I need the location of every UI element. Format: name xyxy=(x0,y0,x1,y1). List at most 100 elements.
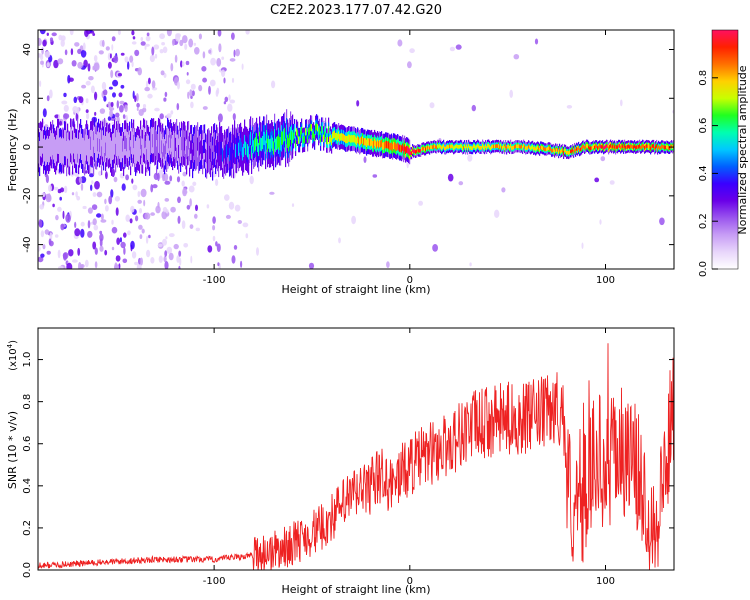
spectrogram-ridge-cell xyxy=(65,136,67,150)
spectrogram-ridge-cell xyxy=(323,134,325,142)
spectrogram-ridge-cell xyxy=(371,138,373,146)
spectrogram-noise-cell xyxy=(74,221,77,228)
spectrogram-noise-cell xyxy=(131,251,137,259)
spectrogram-ridge-cell xyxy=(538,146,540,151)
spectrogram-ridge-cell xyxy=(264,131,266,146)
spectrogram-noise-cell xyxy=(245,30,250,35)
spectrogram-ridge-cell xyxy=(577,147,579,152)
spectrogram-ridge-cell xyxy=(163,143,165,157)
spectrogram-noise-cell xyxy=(74,42,80,47)
spectrogram-ridge-cell xyxy=(437,144,439,148)
spectrogram-ridge-cell xyxy=(231,149,233,163)
spectrogram-noise-cell xyxy=(63,92,67,98)
spectrogram-ridge-cell xyxy=(570,149,572,154)
snr-y-tick-label: 0.4 xyxy=(22,478,33,494)
spectrogram-noise-cell xyxy=(142,104,147,109)
spectrogram-noise-cell xyxy=(119,100,125,105)
spectrogram-ridge-cell xyxy=(433,144,435,149)
spectrogram-noise-cell xyxy=(39,30,46,35)
spectrogram-noise-cell xyxy=(136,102,140,108)
spectrogram-noise-cell xyxy=(87,230,93,238)
spectrogram-ridge-cell xyxy=(235,144,237,158)
spectrogram-noise-cell xyxy=(148,77,151,85)
spectrogram-noise-cell xyxy=(115,255,121,262)
spectrogram-ridge-cell xyxy=(190,140,192,154)
spectrogram-ridge-cell xyxy=(351,135,353,143)
spectrogram-ridge-cell xyxy=(656,144,658,148)
spectrogram-noise-cell xyxy=(192,181,197,186)
spectrogram-noise-cell xyxy=(241,63,244,70)
spectrogram-noise-cell xyxy=(42,108,47,118)
spectrogram-ridge-cell xyxy=(291,131,293,145)
spectrogram-noise-cell xyxy=(66,262,73,269)
spectrogram-noise-cell xyxy=(168,233,175,238)
spectrogram-ridge-cell xyxy=(93,146,95,160)
spectrogram-noise-cell xyxy=(194,47,200,55)
spectrogram-ridge-cell xyxy=(326,136,328,145)
spectrogram-noise-cell xyxy=(162,46,168,54)
spectrogram-ridge-cell xyxy=(454,145,456,150)
spectrogram-ridge-cell xyxy=(274,129,276,143)
spectrogram-ridge-cell xyxy=(600,144,602,149)
spectrogram-noise-cell xyxy=(80,49,87,58)
spectrogram-noise-cell xyxy=(132,36,136,40)
spectrogram-noise-cell xyxy=(42,244,46,250)
spectrogram-noise-cell xyxy=(182,187,188,197)
spectrogram-noise-cell xyxy=(60,39,65,47)
spectrogram-noise-cell xyxy=(170,206,176,213)
spectrogram-noise-cell xyxy=(198,84,203,92)
spectrogram-ridge-cell xyxy=(413,149,415,154)
spectrogram-noise-cell xyxy=(231,77,235,83)
spectrogram-ridge-cell xyxy=(153,133,155,147)
spectrogram-ridge-cell xyxy=(98,134,100,148)
spectrogram-ridge-cell xyxy=(328,126,330,134)
spectrogram-ridge-cell xyxy=(505,144,507,148)
spectrogram-ridge-cell xyxy=(298,136,300,144)
spectrogram-ridge-cell xyxy=(508,144,510,149)
spectrogram-noise-cell xyxy=(386,261,390,268)
spectrogram-ridge-cell xyxy=(119,139,121,153)
spectrogram-ridge-cell xyxy=(43,145,45,159)
spectrogram-ridge-cell xyxy=(134,143,136,157)
spectrogram-ridge-cell xyxy=(271,135,273,149)
spectrogram-ridge-cell xyxy=(511,146,513,150)
spectrogram-ridge-cell xyxy=(386,140,388,149)
spectrogram-noise-cell xyxy=(157,172,160,182)
spectrogram-noise-cell xyxy=(609,180,615,185)
spectrogram-ridge-cell xyxy=(165,141,167,155)
spectrogram-noise-cell xyxy=(109,109,113,118)
spectrogram-ridge-cell xyxy=(548,146,550,151)
spectrogram-noise-cell xyxy=(215,241,218,247)
spectrogram-ridge-cell xyxy=(576,147,578,151)
spectrogram-ridge-cell xyxy=(426,146,428,150)
spectrogram-noise-cell xyxy=(113,176,118,183)
spectrogram-ridge-cell xyxy=(458,145,460,149)
spectrogram-ridge-cell xyxy=(353,135,355,143)
spectrogram-ridge-cell xyxy=(408,147,410,155)
spectrogram-ridge-cell xyxy=(367,138,369,146)
spectrogram-ridge-cell xyxy=(359,138,361,146)
spectrogram-ridge-cell xyxy=(616,145,618,149)
spectrogram-ridge-cell xyxy=(277,136,279,150)
spectrogram-ridge-cell xyxy=(286,124,288,138)
spectrogram-ridge-cell xyxy=(493,144,495,149)
spectrogram-ridge-cell xyxy=(199,142,201,156)
spectrogram-ridge-cell xyxy=(415,150,417,154)
spectrogram-noise-cell xyxy=(57,58,64,65)
spectrogram-ridge-cell xyxy=(436,145,438,150)
colorbar-tick-label: 0.8 xyxy=(698,70,709,86)
spectrogram-ridge-cell xyxy=(207,144,209,158)
spectrogram-ridge-cell xyxy=(177,141,179,155)
spectrogram-noise-cell xyxy=(93,55,98,62)
spectrogram-ridge-cell xyxy=(124,135,126,149)
spectrogram-ridge-cell xyxy=(569,150,571,155)
spectrogram-ridge-cell xyxy=(71,135,73,149)
spectrogram-ridge-cell xyxy=(382,142,384,150)
spectrogram-noise-cell xyxy=(189,224,194,230)
spectrogram-ridge-cell xyxy=(142,145,144,159)
spectrogram-ridge-cell xyxy=(101,146,103,160)
spectrogram-ridge-cell xyxy=(150,135,152,149)
spectrogram-ridge-cell xyxy=(450,144,452,149)
spectrogram-ridge-cell xyxy=(586,143,588,148)
spectrogram-noise-cell xyxy=(139,234,143,240)
